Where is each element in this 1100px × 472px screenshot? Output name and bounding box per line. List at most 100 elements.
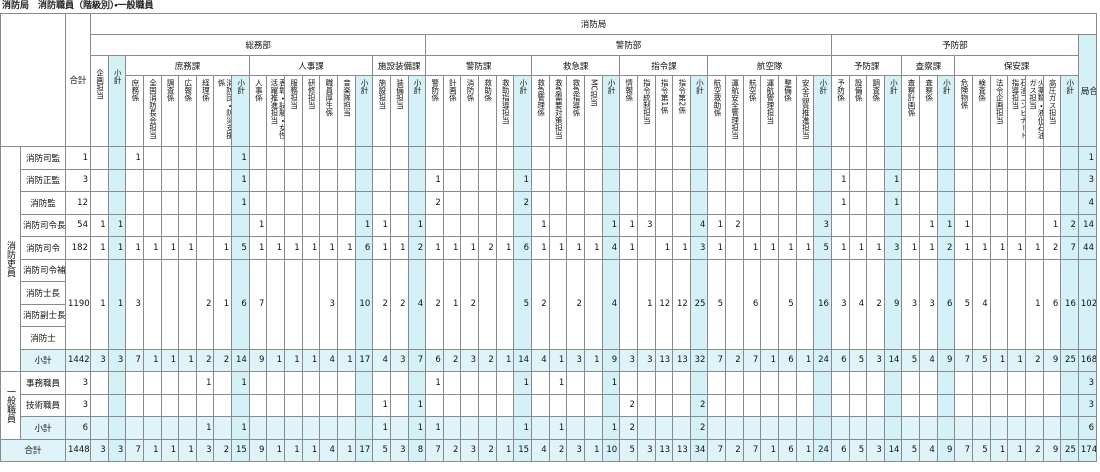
value-cell: 2	[619, 393, 638, 417]
value-cell: 1	[231, 416, 250, 440]
empty-cell	[160, 258, 180, 350]
data-row: 消防司令 182 1 1 1 1 1 1 1 5 1 1 1 1 1 1 6 1 1 2 1 1 1 2 1 6 1 1 1 1 4 1 1 1 3…	[1, 236, 1098, 260]
empty-cell	[848, 393, 868, 417]
rank-label: 技術職員	[20, 393, 66, 417]
column-header: 警防係	[425, 75, 444, 147]
column-header: 法令企画担当	[989, 75, 1009, 147]
empty-cell	[707, 416, 727, 440]
empty-cell	[319, 191, 338, 215]
value-cell: 6	[1077, 416, 1098, 440]
empty-cell	[989, 168, 1009, 192]
value-cell: 8	[407, 438, 427, 462]
value-cell: 1	[90, 236, 109, 260]
empty-cell	[1060, 371, 1079, 395]
value-cell: 1	[830, 191, 850, 215]
value-cell: 1	[442, 236, 462, 260]
empty-cell	[354, 416, 374, 440]
empty-cell	[866, 393, 885, 417]
rank-label: 消防監	[20, 191, 66, 215]
value-cell: 1	[90, 213, 109, 237]
value-cell: 16	[1060, 258, 1079, 350]
empty-cell	[672, 393, 691, 417]
value-cell: 1	[125, 236, 144, 260]
rank-label: 消防正監	[20, 168, 66, 192]
empty-cell	[848, 213, 868, 237]
value-cell: 7	[707, 438, 727, 462]
value-cell: 5	[231, 236, 250, 260]
empty-cell	[954, 371, 974, 395]
empty-cell	[901, 416, 921, 440]
empty-cell	[760, 168, 779, 192]
empty-cell	[125, 168, 144, 192]
empty-cell	[142, 258, 162, 350]
column-header: 査察係	[919, 75, 938, 147]
value-cell: 3	[389, 348, 409, 372]
empty-cell	[919, 416, 938, 440]
value-cell: 2	[566, 258, 585, 350]
empty-cell	[336, 213, 356, 237]
value-cell: 3	[689, 236, 709, 260]
empty-cell	[742, 393, 762, 417]
value-cell: 4	[972, 258, 991, 350]
empty-cell	[301, 168, 321, 192]
empty-cell	[213, 371, 233, 395]
empty-cell	[284, 416, 303, 440]
value-cell: 1	[336, 348, 356, 372]
empty-cell	[389, 191, 409, 215]
rank-label: 消防副士長	[20, 303, 66, 327]
column-header: 小計	[1060, 75, 1079, 147]
empty-cell	[795, 371, 815, 395]
empty-cell	[266, 213, 286, 237]
value-cell: 5	[901, 438, 921, 462]
column-header: 消防係	[460, 75, 480, 147]
value-cell: 1	[160, 438, 180, 462]
empty-cell	[636, 191, 656, 215]
empty-cell	[954, 146, 974, 170]
value-cell: 7	[1060, 236, 1079, 260]
column-header: 装備担当	[389, 75, 409, 147]
value-cell: 24	[813, 438, 832, 462]
column-header: 表彰・試験・女性活躍推進担当	[266, 75, 286, 147]
value-cell: 1	[566, 236, 585, 260]
value-cell: 1	[707, 213, 727, 237]
value-cell: 13	[654, 348, 674, 372]
empty-cell	[813, 371, 832, 395]
empty-cell	[566, 191, 585, 215]
section-header: 査察課	[901, 55, 956, 76]
empty-cell	[1042, 371, 1062, 395]
value-cell: 2	[689, 416, 709, 440]
value-cell: 7	[742, 438, 762, 462]
empty-cell	[707, 191, 727, 215]
empty-cell	[654, 371, 674, 395]
value-cell: 5	[813, 236, 832, 260]
value-cell: 1	[354, 213, 374, 237]
value-cell: 1	[231, 168, 250, 192]
value-cell: 1	[160, 348, 180, 372]
empty-cell	[795, 416, 815, 440]
value-cell: 1	[513, 168, 533, 192]
section-header: 救急課	[531, 55, 621, 76]
empty-cell	[972, 393, 991, 417]
value-cell: 1	[372, 236, 391, 260]
column-header: 全国消防長会担当	[142, 75, 162, 147]
value-cell: 10	[354, 258, 374, 350]
value-cell: 2	[1042, 236, 1062, 260]
empty-cell	[919, 393, 938, 417]
empty-cell	[636, 371, 656, 395]
empty-cell	[566, 371, 585, 395]
column-header: 救急需要対策担当	[548, 75, 568, 147]
empty-cell	[901, 168, 921, 192]
value-cell: 102	[1077, 258, 1098, 350]
value-cell: 2	[725, 438, 744, 462]
value-cell: 1	[425, 371, 444, 395]
column-header: 小計	[813, 75, 832, 147]
value-cell: 3	[319, 258, 338, 350]
empty-cell	[231, 213, 250, 237]
empty-cell	[442, 191, 462, 215]
empty-cell	[636, 393, 656, 417]
value-cell: 1	[266, 348, 286, 372]
empty-cell	[813, 393, 832, 417]
header-row: 総務部警防部予防部局合計	[1, 34, 1098, 147]
empty-cell	[372, 146, 391, 170]
column-header: 小計	[407, 75, 427, 147]
